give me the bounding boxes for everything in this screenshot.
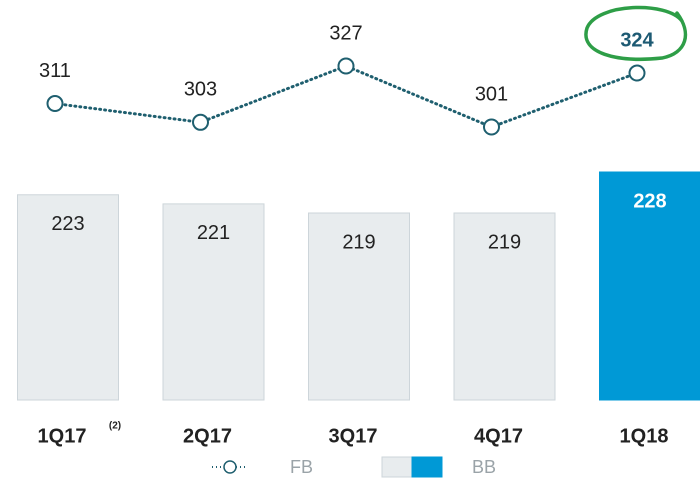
line-value-label: 324 — [620, 29, 654, 51]
line-marker — [483, 118, 500, 136]
line-value-label: 327 — [329, 22, 362, 44]
bar — [308, 212, 410, 401]
line-value-label: 303 — [184, 79, 217, 101]
x-tick-label: 3Q17 — [329, 425, 378, 447]
line — [53, 64, 639, 129]
x-tick-label: 4Q17 — [474, 425, 523, 447]
legend-label: FB — [290, 457, 313, 477]
legend-swatch — [381, 456, 413, 478]
line-value-label: 301 — [475, 83, 508, 105]
line-marker — [628, 64, 646, 82]
line-marker — [337, 57, 355, 75]
x-tick-label: 2Q17 — [183, 425, 232, 447]
highlight-circle — [584, 5, 688, 62]
bar-value-label: 219 — [342, 231, 375, 253]
bar — [599, 171, 700, 401]
bar — [162, 203, 265, 401]
bar — [17, 194, 119, 401]
bar-value-label: 221 — [197, 222, 230, 244]
legend-marker — [223, 460, 237, 474]
category-note: (2) — [109, 421, 121, 432]
bar-value-label: 223 — [51, 213, 84, 235]
line-marker — [46, 95, 64, 113]
bar-value-label: 228 — [633, 190, 666, 212]
x-tick-label: 1Q18 — [620, 425, 669, 447]
x-tick-label: 1Q17 — [38, 425, 87, 447]
legend-swatch — [411, 456, 443, 478]
bar — [453, 212, 556, 401]
line-value-label: 311 — [39, 60, 71, 82]
line-marker — [192, 113, 209, 131]
legend-label: BB — [472, 457, 496, 477]
bar-value-label: 219 — [488, 231, 521, 253]
